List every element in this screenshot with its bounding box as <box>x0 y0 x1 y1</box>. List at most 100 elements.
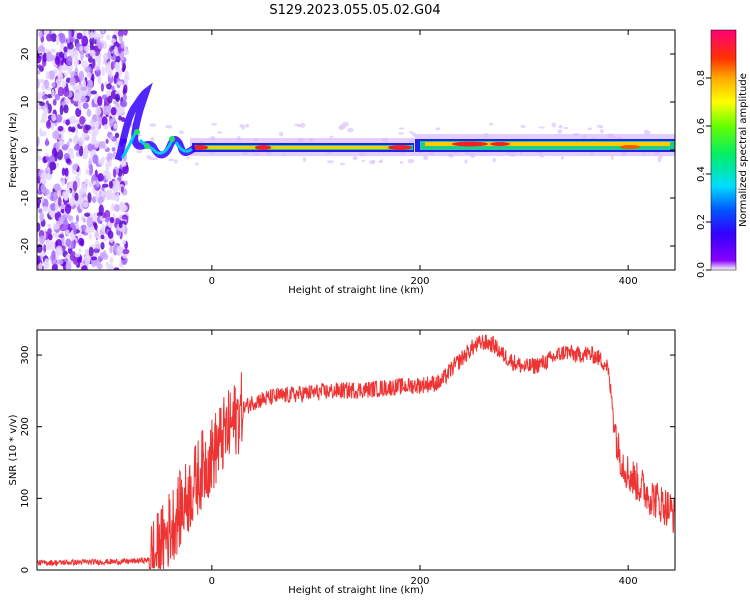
noise-speck <box>90 30 94 40</box>
noise-speck <box>115 196 120 203</box>
noise-speck <box>112 184 118 194</box>
noise-speck <box>77 198 82 205</box>
noise-speck <box>97 75 102 85</box>
noise-speck <box>88 181 93 188</box>
noise-speck <box>149 123 157 127</box>
noise-speck <box>86 71 92 79</box>
noise-speck <box>84 66 91 73</box>
noise-speck <box>72 163 78 171</box>
noise-speck <box>58 216 65 225</box>
noise-speck <box>37 69 41 75</box>
noise-speck <box>464 159 468 164</box>
noise-speck <box>178 130 185 135</box>
noise-speck <box>91 114 98 123</box>
noise-speck <box>37 175 41 185</box>
noise-speck <box>121 66 126 73</box>
noise-speck <box>51 113 57 122</box>
noise-speck <box>46 93 53 99</box>
noise-speck <box>95 69 101 78</box>
noise-speck <box>361 159 365 163</box>
noise-speck <box>115 71 119 79</box>
noise-speck <box>66 55 73 66</box>
noise-speck <box>42 198 49 209</box>
noise-speck <box>78 188 84 196</box>
noise-speck <box>88 79 93 87</box>
noise-speck <box>75 92 81 98</box>
noise-speck <box>37 53 42 64</box>
noise-speck <box>121 106 125 115</box>
noise-speck <box>300 122 306 128</box>
noise-speck <box>55 35 60 46</box>
noise-speck <box>37 222 41 232</box>
noise-speck <box>101 223 105 233</box>
noise-speck <box>102 212 106 219</box>
noise-speck <box>41 95 48 100</box>
noise-speck <box>52 99 57 106</box>
noise-speck <box>51 82 56 88</box>
noise-speck <box>59 104 64 116</box>
noise-speck <box>102 53 109 61</box>
noise-speck <box>108 180 113 189</box>
noise-speck <box>489 122 494 126</box>
noise-speck <box>600 129 604 134</box>
noise-speck <box>657 157 662 163</box>
noise-speck <box>102 170 109 176</box>
noise-speck <box>98 195 105 203</box>
noise-speck <box>89 164 94 175</box>
noise-speck <box>105 195 113 201</box>
noise-speck <box>40 194 44 204</box>
noise-speck <box>51 263 58 270</box>
spectrogram-ytick-label: 20 <box>20 48 31 61</box>
noise-speck <box>75 107 82 118</box>
noise-speck <box>116 230 121 236</box>
noise-speck <box>118 222 123 229</box>
noise-speck <box>94 230 100 239</box>
noise-speck <box>85 168 89 175</box>
noise-speck <box>120 40 125 49</box>
snr-xtick-label: 400 <box>619 576 638 587</box>
noise-speck <box>101 116 108 127</box>
noise-speck <box>73 49 79 60</box>
noise-speck <box>73 56 79 68</box>
noise-speck <box>42 52 48 63</box>
noise-speck <box>82 218 86 223</box>
noise-speck <box>58 65 64 75</box>
noise-speck <box>68 126 73 132</box>
noise-speck <box>55 114 63 123</box>
noise-speck <box>65 238 72 247</box>
noise-speck <box>114 61 120 71</box>
colorbar: 0.0 0.2 0.4 0.6 0.8 Normalized spectral ampl… <box>696 29 749 278</box>
noise-speck <box>52 232 57 238</box>
noise-speck <box>599 125 604 129</box>
noise-speck <box>302 157 307 163</box>
snr-ytick-label: 200 <box>20 417 31 436</box>
noise-speck <box>38 78 45 84</box>
noise-speck <box>80 86 88 91</box>
noise-speck <box>80 49 84 61</box>
noise-speck <box>64 167 69 177</box>
noise-speck <box>106 83 112 90</box>
noise-speck <box>54 56 60 65</box>
noise-speck <box>105 138 109 144</box>
noise-speck <box>58 234 64 239</box>
noise-speck <box>587 127 593 131</box>
colorbar-tick-label: 0.4 <box>696 166 707 182</box>
noise-speck <box>113 179 120 187</box>
noise-speck <box>122 88 126 96</box>
noise-speck <box>52 130 60 140</box>
noise-speck <box>50 122 55 131</box>
noise-speck <box>115 90 121 96</box>
noise-speck <box>101 183 109 188</box>
noise-speck <box>40 172 48 180</box>
noise-speck <box>84 254 91 266</box>
noise-speck <box>54 93 61 101</box>
noise-speck <box>37 64 42 69</box>
noise-speck <box>96 212 103 217</box>
noise-speck <box>146 154 152 159</box>
noise-speck <box>124 70 129 79</box>
noise-speck <box>37 182 40 189</box>
noise-speck <box>369 160 376 165</box>
noise-speck <box>107 171 112 183</box>
noise-speck <box>90 90 97 95</box>
figure-title: S129.2023.055.05.02.G04 <box>269 3 440 18</box>
